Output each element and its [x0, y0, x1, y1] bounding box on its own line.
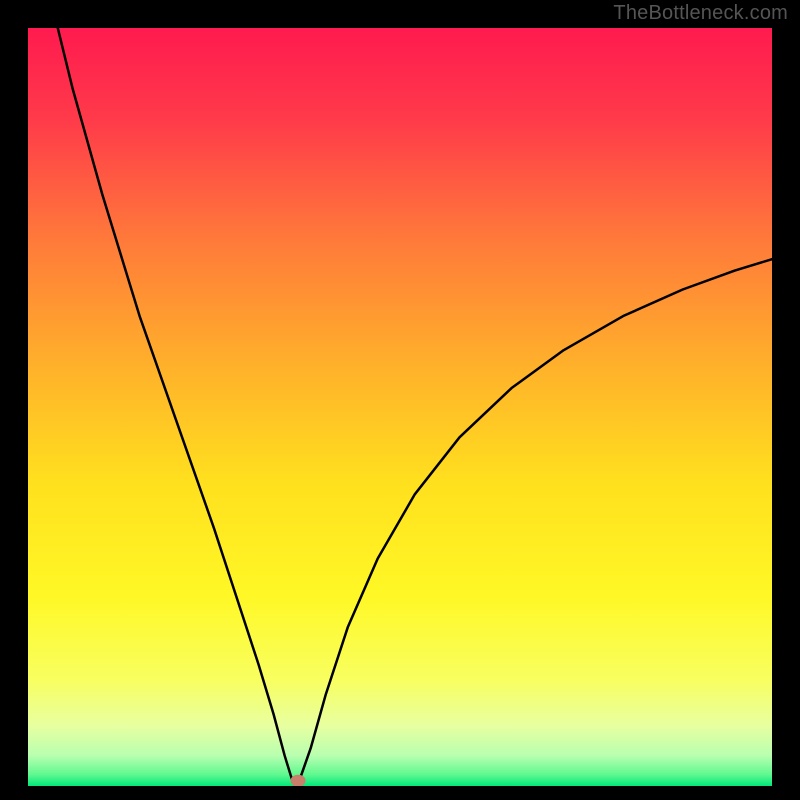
gradient-background: [28, 28, 772, 786]
chart-frame: TheBottleneck.com: [0, 0, 800, 800]
bottleneck-chart-svg: [28, 28, 772, 786]
plot-area: [28, 28, 772, 786]
watermark-text: TheBottleneck.com: [613, 2, 788, 25]
optimal-point-marker: [291, 775, 305, 786]
